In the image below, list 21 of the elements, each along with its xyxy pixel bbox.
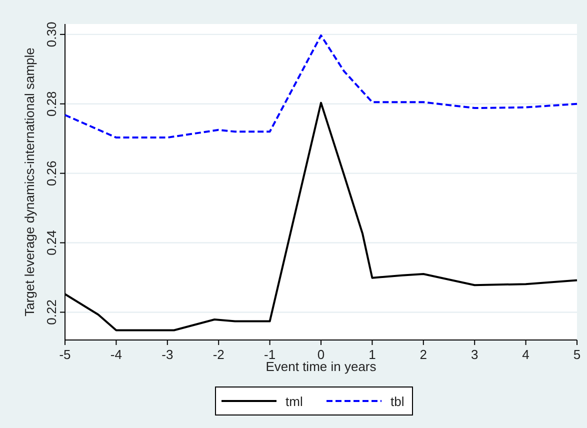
x-tick-label: 2 [420, 347, 428, 362]
x-tick-label: 3 [470, 347, 478, 362]
y-tick-label: 0.22 [44, 300, 59, 325]
x-tick-label: -1 [264, 347, 276, 362]
y-axis-title: Target leverage dynamics-international sample [22, 48, 37, 316]
x-axis-title: Event time in years [266, 359, 377, 374]
line-series [64, 34, 578, 139]
x-tick-label: -5 [59, 347, 71, 362]
x-tick-label: 0 [317, 347, 325, 362]
y-tick-label: 0.24 [44, 230, 59, 256]
x-tick-label: 1 [368, 347, 376, 362]
y-tick-label: 0.30 [44, 22, 59, 48]
y-tick-label: 0.28 [44, 91, 59, 117]
y-tick-label: 0.26 [44, 160, 59, 186]
x-tick-label: 5 [573, 347, 581, 362]
x-tick-label: -4 [110, 347, 122, 362]
legend-label: tml [286, 394, 303, 409]
x-tick-label: -3 [162, 347, 174, 362]
x-tick-label: 4 [522, 347, 530, 362]
legend-label: tbl [390, 394, 404, 409]
x-tick-label: -2 [212, 347, 224, 362]
